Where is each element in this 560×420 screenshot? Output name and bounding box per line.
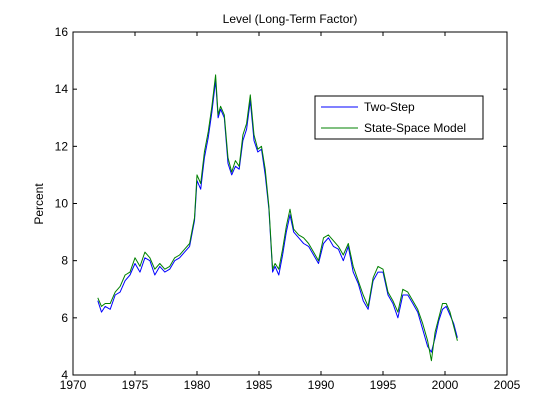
chart-title: Level (Long-Term Factor) bbox=[223, 12, 358, 26]
y-tick-label: 12 bbox=[55, 139, 69, 153]
x-tick-label: 1990 bbox=[308, 378, 335, 392]
series-line-state-space-model bbox=[97, 74, 458, 362]
x-tick-label: 1970 bbox=[60, 378, 87, 392]
x-tick-label: 1995 bbox=[370, 378, 397, 392]
x-tick-label: 2005 bbox=[494, 378, 521, 392]
legend-label-two-step: Two-Step bbox=[364, 100, 415, 114]
x-tick-label: 1975 bbox=[122, 378, 149, 392]
x-tick-label: 1985 bbox=[246, 378, 273, 392]
y-tick-label: 4 bbox=[61, 368, 68, 382]
y-tick-label: 8 bbox=[61, 254, 68, 268]
x-tick-label: 1980 bbox=[184, 378, 211, 392]
legend: Two-Step State-Space Model bbox=[314, 95, 484, 140]
y-tick-label: 10 bbox=[55, 197, 69, 211]
y-tick-label: 14 bbox=[55, 82, 69, 96]
y-tick-label: 6 bbox=[61, 311, 68, 325]
plot-area bbox=[73, 32, 507, 375]
y-tick-label: 16 bbox=[55, 25, 69, 39]
y-axis-label: Percent bbox=[32, 183, 46, 225]
legend-label-state-space-model: State-Space Model bbox=[364, 121, 466, 135]
legend-box bbox=[314, 95, 484, 140]
x-tick-label: 2000 bbox=[432, 378, 459, 392]
